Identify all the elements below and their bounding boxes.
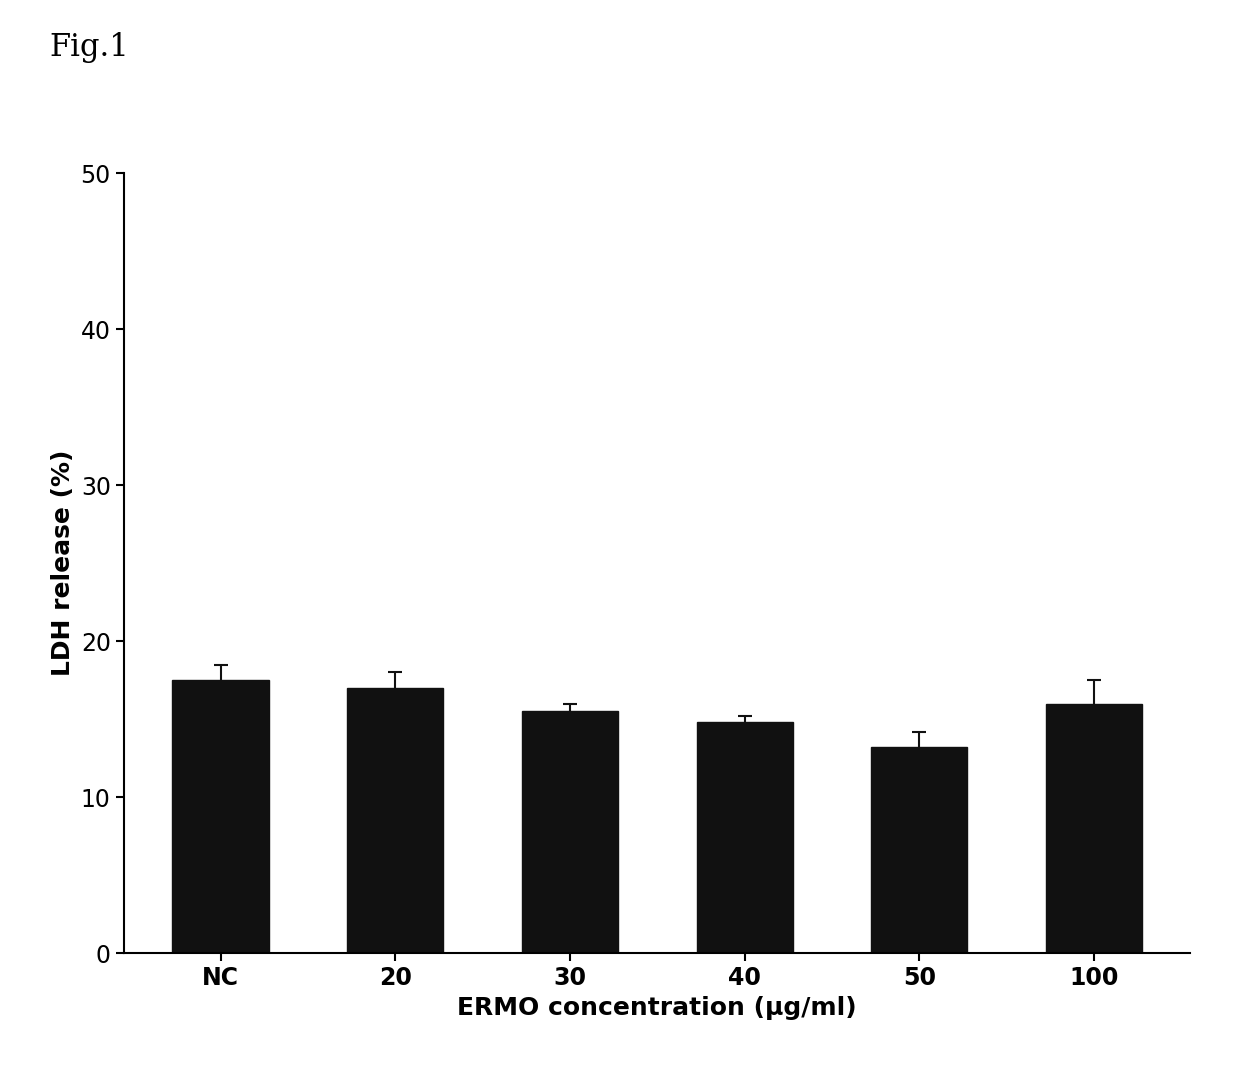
X-axis label: ERMO concentration (μg/ml): ERMO concentration (μg/ml) — [458, 995, 857, 1020]
Bar — [872, 747, 967, 953]
Bar — [172, 680, 269, 953]
Y-axis label: LDH release (%): LDH release (%) — [51, 449, 74, 677]
Bar — [347, 688, 443, 953]
Text: Fig.1: Fig.1 — [50, 32, 129, 64]
Bar — [1045, 704, 1142, 953]
Bar — [697, 722, 792, 953]
Bar — [522, 712, 618, 953]
